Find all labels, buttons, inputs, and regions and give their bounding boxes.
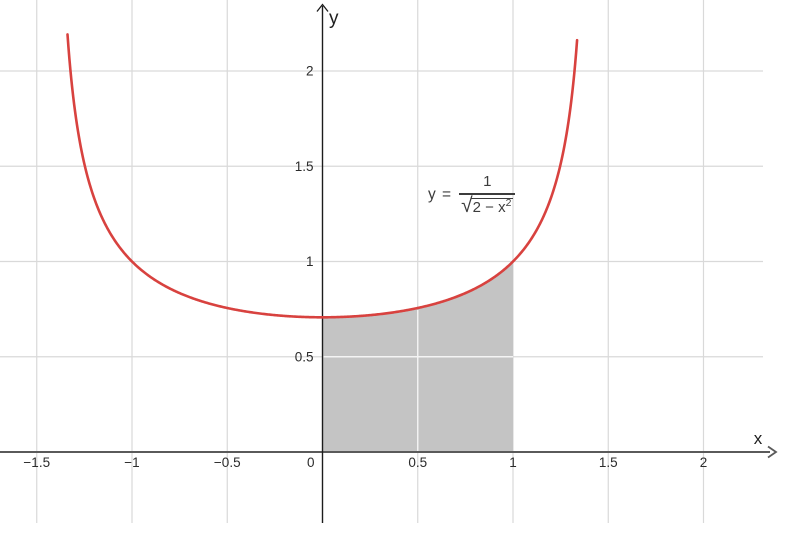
y-axis-label: y xyxy=(329,8,339,29)
x-tick-label: 1 xyxy=(509,455,517,470)
formula-numerator: 1 xyxy=(483,173,492,190)
x-tick-label: 1.5 xyxy=(599,455,618,470)
x-tick-label: 0 xyxy=(307,455,315,470)
x-tick-label: −1.5 xyxy=(23,455,50,470)
curve-path xyxy=(66,33,579,319)
function-label: y = 1 √ 2 − x2 xyxy=(428,173,516,217)
y-tick-label: 1.5 xyxy=(295,159,314,174)
formula-lhs: y = xyxy=(428,186,453,204)
radicand-exponent: 2 xyxy=(505,196,512,209)
x-tick-label: −1 xyxy=(124,455,139,470)
y-tick-label: 2 xyxy=(306,64,314,79)
x-tick-label: 0.5 xyxy=(408,455,427,470)
axes xyxy=(0,3,778,523)
x-tick-label: 2 xyxy=(700,455,708,470)
y-tick-label: 1 xyxy=(306,254,314,269)
function-curve xyxy=(66,33,579,319)
y-tick-label: 0.5 xyxy=(295,349,314,364)
formula-denominator: √ 2 − x2 xyxy=(459,195,515,217)
y-axis-arrow-icon xyxy=(316,3,329,12)
tick-labels: −1.5 −1 −0.5 0 0.5 1 1.5 2 0.5 1 1.5 2 xyxy=(23,64,707,471)
formula-fraction: 1 √ 2 − x2 xyxy=(459,173,516,217)
x-axis-label: x xyxy=(754,429,763,448)
x-tick-label: −0.5 xyxy=(214,455,241,470)
fraction-bar xyxy=(459,193,516,195)
x-axis-arrow-icon xyxy=(767,445,778,459)
radicand: 2 − x2 xyxy=(470,196,514,216)
radical-sign-icon: √ xyxy=(461,193,473,217)
radicand-base: 2 − x xyxy=(472,198,506,216)
gridlines-over-fill xyxy=(323,309,513,451)
